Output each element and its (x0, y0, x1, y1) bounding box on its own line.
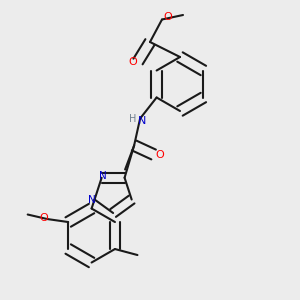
Text: O: O (40, 212, 49, 223)
Text: O: O (128, 56, 137, 67)
Text: N: N (99, 171, 107, 181)
Text: O: O (155, 149, 164, 160)
Text: H: H (129, 113, 136, 124)
Text: N: N (88, 194, 95, 205)
Text: O: O (163, 11, 172, 22)
Text: N: N (137, 116, 146, 127)
